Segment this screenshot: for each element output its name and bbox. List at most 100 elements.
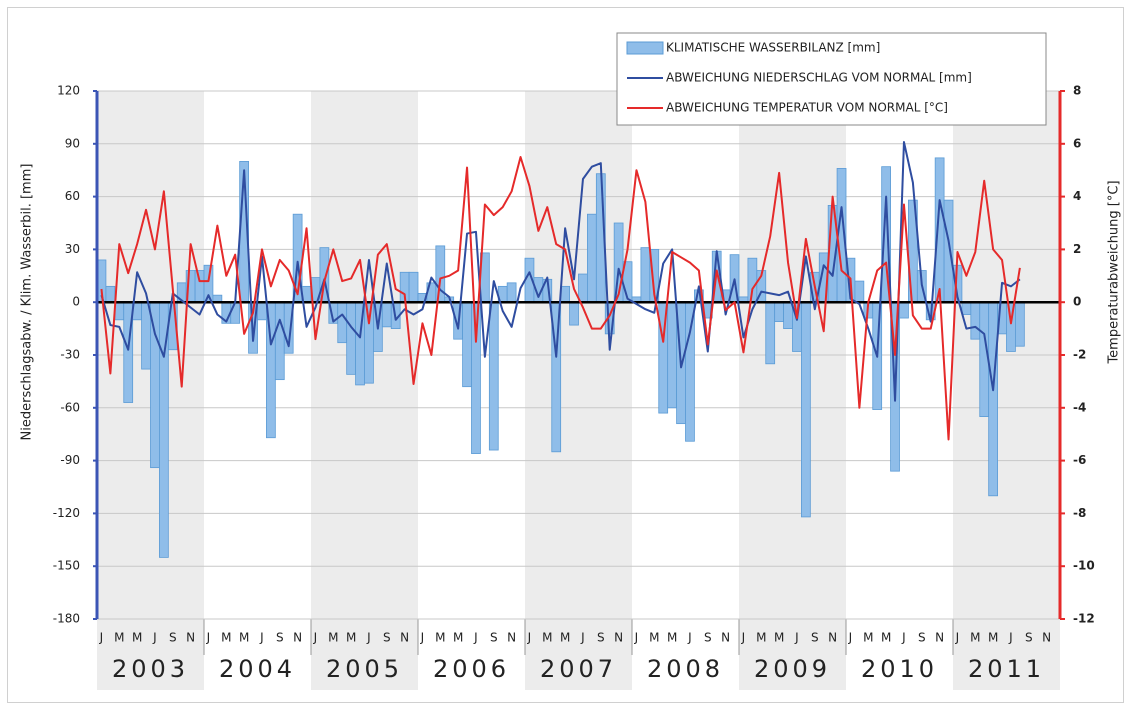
bar: [1015, 301, 1025, 347]
year-label: 2006: [433, 655, 510, 683]
x-tick-label: N: [507, 631, 516, 645]
bar: [194, 270, 205, 303]
x-tick-label: M: [881, 631, 891, 645]
bar: [667, 301, 677, 409]
x-tick-label: M: [328, 631, 338, 645]
y-tick-label: -180: [53, 612, 80, 626]
bar: [435, 245, 446, 303]
bar: [578, 273, 588, 303]
x-tick-label: S: [169, 631, 177, 645]
x-tick-label: J: [955, 631, 960, 645]
y2-tick-label: -6: [1073, 453, 1086, 467]
year-label: 2010: [861, 655, 938, 683]
bar: [337, 301, 348, 344]
legend-swatch: [626, 41, 664, 55]
y2-tick-label: 0: [1073, 295, 1081, 309]
year-label: 2009: [754, 655, 831, 683]
x-tick-label: J: [794, 631, 799, 645]
y2-tick-label: -8: [1073, 506, 1086, 520]
bar: [569, 301, 579, 326]
x-tick-label: M: [114, 631, 124, 645]
y2-tick-label: -10: [1073, 559, 1095, 573]
x-tick-label: J: [206, 631, 211, 645]
y2-tick-label: 2: [1073, 242, 1081, 256]
x-tick-label: J: [634, 631, 639, 645]
bar: [587, 213, 597, 303]
year-label: 2007: [540, 655, 617, 683]
y-tick-label: -30: [60, 348, 80, 362]
bar: [640, 247, 651, 303]
x-tick-label: M: [970, 631, 980, 645]
bar: [364, 301, 374, 384]
y-tick-label: 0: [72, 295, 80, 309]
x-tick-label: M: [667, 631, 677, 645]
bar: [346, 301, 356, 375]
x-tick-label: M: [774, 631, 784, 645]
y-tick-label: 120: [57, 84, 80, 98]
x-tick-label: S: [490, 631, 498, 645]
x-tick-label: J: [366, 631, 371, 645]
bar: [783, 301, 793, 330]
year-label: 2004: [219, 655, 296, 683]
x-tick-label: J: [848, 631, 853, 645]
bar: [961, 301, 972, 315]
x-tick-label: J: [741, 631, 746, 645]
year-band: [739, 91, 846, 690]
y2-tick-label: -2: [1073, 348, 1086, 362]
y-tick-label: 60: [65, 189, 80, 203]
bar: [230, 301, 241, 324]
x-tick-label: N: [614, 631, 623, 645]
y-tick-label: -90: [60, 453, 80, 467]
x-tick-label: J: [687, 631, 692, 645]
bar: [274, 301, 285, 381]
line: [100, 156, 1021, 441]
x-tick-label: S: [1025, 631, 1033, 645]
x-tick-label: S: [704, 631, 712, 645]
bar: [257, 301, 267, 321]
x-tick-label: J: [901, 631, 906, 645]
x-tick-label: N: [1042, 631, 1051, 645]
bar: [685, 301, 695, 442]
legend-label: KLIMATISCHE WASSERBILANZ [mm]: [666, 41, 880, 55]
bar: [462, 301, 472, 388]
bar: [150, 301, 160, 469]
x-tick-label: M: [453, 631, 463, 645]
bar: [381, 301, 392, 328]
x-tick-label: M: [649, 631, 659, 645]
year-label: 2011: [968, 655, 1045, 683]
year-band: [311, 91, 418, 690]
bar: [970, 301, 981, 340]
legend-label: ABWEICHUNG NIEDERSCHLAG VOM NORMAL [mm]: [666, 71, 972, 85]
bar: [988, 301, 998, 497]
x-tick-label: M: [346, 631, 356, 645]
bar: [506, 282, 517, 303]
x-tick-label: S: [918, 631, 926, 645]
x-tick-label: N: [935, 631, 944, 645]
x-tick-label: S: [383, 631, 391, 645]
y2-tick-label: -12: [1073, 612, 1095, 626]
bar: [560, 285, 570, 303]
x-tick-label: M: [239, 631, 249, 645]
year-band: [953, 91, 1060, 690]
x-tick-label: M: [542, 631, 552, 645]
bar: [774, 301, 784, 322]
y2-tick-label: 8: [1073, 84, 1081, 98]
year-label: 2008: [647, 655, 724, 683]
x-tick-label: N: [828, 631, 837, 645]
x-tick-label: N: [721, 631, 730, 645]
y-tick-label: -120: [53, 506, 80, 520]
bar: [105, 285, 116, 303]
x-tick-label: J: [99, 631, 104, 645]
year-band: [525, 91, 632, 690]
y-tick-label: 90: [65, 136, 80, 150]
bar: [801, 301, 811, 518]
x-tick-label: J: [313, 631, 318, 645]
y-tick-label: -60: [60, 400, 80, 414]
y2-tick-label: 4: [1073, 189, 1081, 203]
x-tick-label: M: [435, 631, 445, 645]
bar: [943, 199, 954, 303]
bar: [488, 301, 499, 451]
x-tick-label: M: [756, 631, 766, 645]
